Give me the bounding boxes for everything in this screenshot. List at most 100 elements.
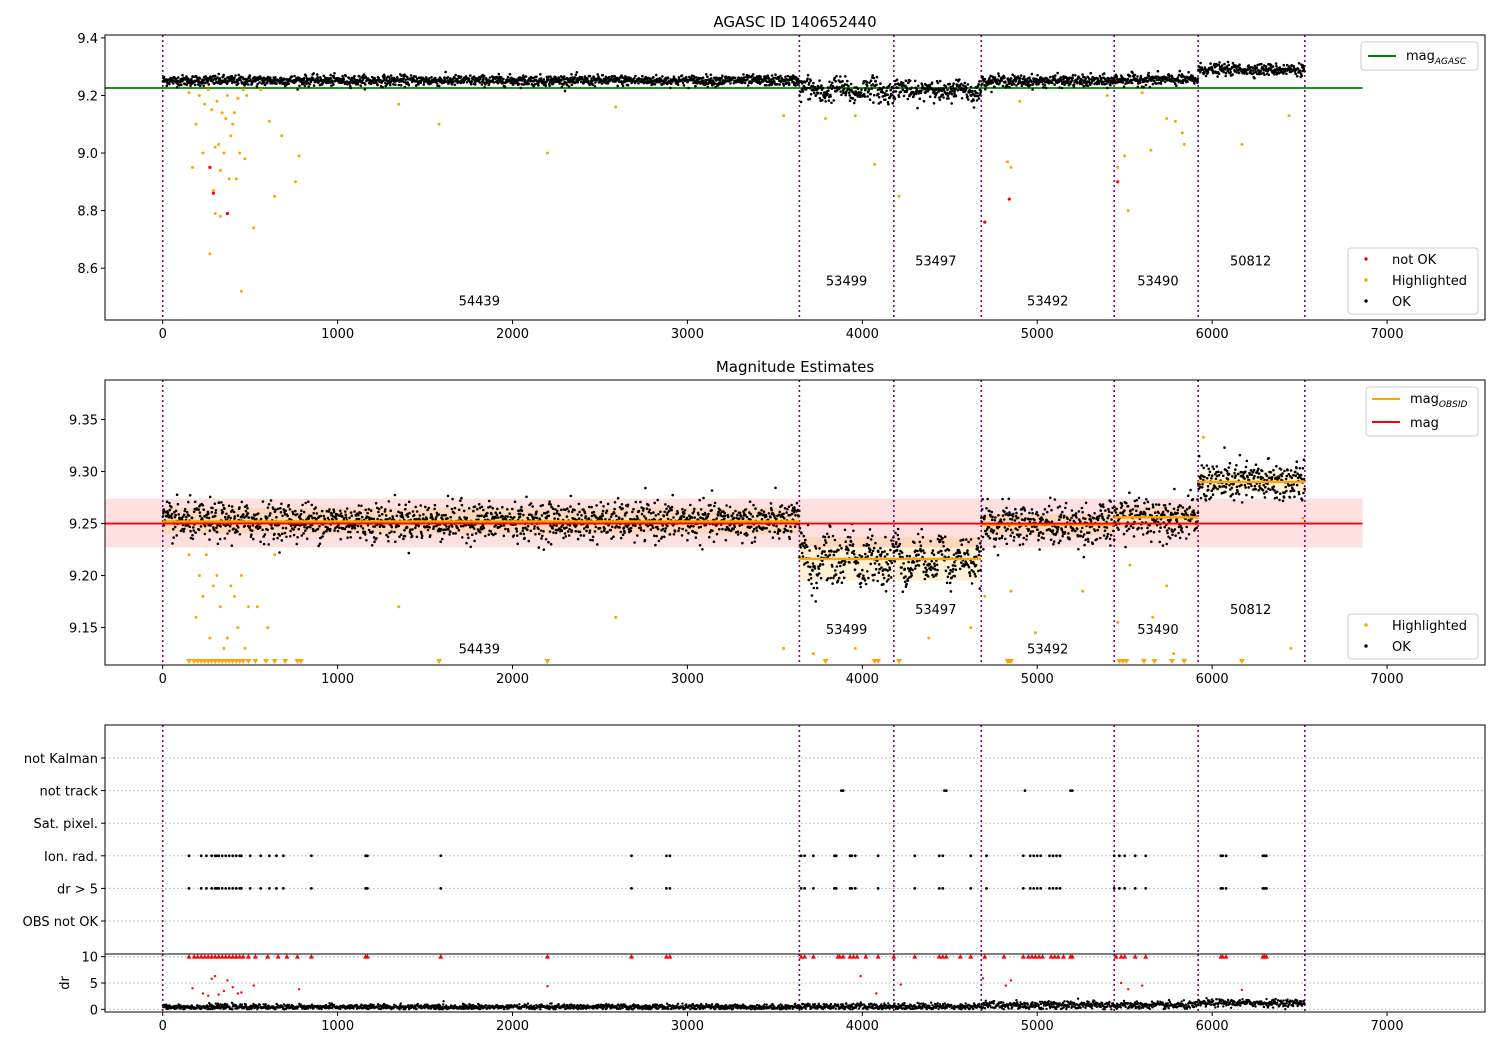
ok-point xyxy=(1003,76,1006,79)
ok-point xyxy=(597,75,600,78)
ok-point xyxy=(835,565,839,568)
ok-point xyxy=(962,87,966,90)
ok-point xyxy=(402,537,405,541)
ok-point xyxy=(817,91,820,95)
ok-point xyxy=(558,514,561,517)
ok-point xyxy=(764,515,768,518)
highlighted-point xyxy=(252,226,256,230)
ok-point xyxy=(907,81,910,84)
highlighted-point xyxy=(853,114,857,118)
ok-point xyxy=(783,506,787,510)
highlighted-point xyxy=(218,605,222,609)
ok-point xyxy=(751,530,755,533)
ok-point xyxy=(670,505,674,509)
ok-point xyxy=(887,102,890,106)
ok-point xyxy=(867,576,870,580)
ok-point xyxy=(310,503,314,507)
ok-point xyxy=(502,524,506,527)
ok-point xyxy=(596,543,599,546)
ok-point xyxy=(872,579,875,582)
ok-point xyxy=(236,530,239,533)
highlighted-point xyxy=(203,102,207,106)
ok-point xyxy=(790,503,793,507)
ok-point xyxy=(676,511,679,515)
ok-point xyxy=(976,92,979,95)
ok-point xyxy=(654,543,657,547)
ok-point xyxy=(344,74,348,78)
ok-point xyxy=(636,534,639,537)
ok-point xyxy=(227,514,230,518)
ok-point xyxy=(192,510,196,514)
ok-point xyxy=(484,77,488,80)
ok-point xyxy=(237,526,240,529)
ok-point xyxy=(384,514,388,517)
ok-point xyxy=(849,540,853,543)
ok-point xyxy=(833,76,836,80)
ok-point xyxy=(745,515,749,519)
ok-point xyxy=(1218,61,1221,64)
ok-point xyxy=(465,541,468,545)
ok-point xyxy=(908,79,912,83)
ok-point xyxy=(1011,73,1014,76)
ok-point xyxy=(642,529,646,532)
ok-point xyxy=(935,91,938,95)
ok-point xyxy=(410,534,414,538)
ok-point xyxy=(172,527,175,531)
ok-point xyxy=(442,531,446,535)
ok-point xyxy=(357,517,361,521)
ok-point xyxy=(589,538,592,542)
ok-point xyxy=(250,533,253,536)
ok-point xyxy=(780,504,784,507)
ok-point xyxy=(916,106,919,110)
ok-point xyxy=(533,82,537,86)
ok-point xyxy=(1285,72,1288,76)
ok-point xyxy=(947,97,950,100)
ok-point xyxy=(161,515,165,518)
ok-point xyxy=(661,524,664,527)
ok-point xyxy=(280,539,284,542)
ok-point xyxy=(1255,66,1259,70)
ok-point xyxy=(242,513,245,516)
ok-point xyxy=(506,508,509,511)
ok-point xyxy=(474,83,477,86)
ok-point xyxy=(355,517,359,521)
ok-point xyxy=(586,525,589,529)
ok-point xyxy=(269,76,272,80)
ok-point xyxy=(869,79,873,82)
ok-point xyxy=(570,529,574,532)
ok-point xyxy=(689,503,692,507)
ok-point xyxy=(591,83,595,86)
ok-point xyxy=(274,508,277,512)
ok-point xyxy=(990,90,993,94)
ok-point xyxy=(1081,73,1084,76)
x-tick-label: 6000 xyxy=(1196,327,1229,342)
ok-point xyxy=(844,75,847,78)
ok-point xyxy=(176,502,180,506)
ok-point xyxy=(836,579,840,582)
ok-point xyxy=(379,532,382,535)
ok-point xyxy=(259,517,263,521)
highlighted-point xyxy=(969,626,973,630)
ok-point xyxy=(346,536,349,539)
ok-point xyxy=(520,83,524,86)
ok-point xyxy=(404,78,408,82)
ok-point xyxy=(805,79,809,83)
ok-point xyxy=(408,511,411,515)
ok-point xyxy=(1089,71,1092,75)
ok-point xyxy=(522,76,526,79)
ok-point xyxy=(230,544,234,547)
ok-point xyxy=(339,509,342,513)
ok-point xyxy=(433,503,437,507)
ok-point xyxy=(345,507,349,510)
ok-point xyxy=(360,504,363,508)
ok-point xyxy=(839,571,842,575)
x-tick-label: 5000 xyxy=(1021,327,1054,342)
highlighted-point xyxy=(229,134,233,138)
ok-point xyxy=(404,507,407,511)
ok-point xyxy=(827,89,830,92)
ok-point xyxy=(652,76,655,79)
ok-point xyxy=(409,532,413,536)
highlighted-point xyxy=(297,154,301,158)
ok-point xyxy=(1209,62,1212,65)
ok-point xyxy=(706,514,710,518)
